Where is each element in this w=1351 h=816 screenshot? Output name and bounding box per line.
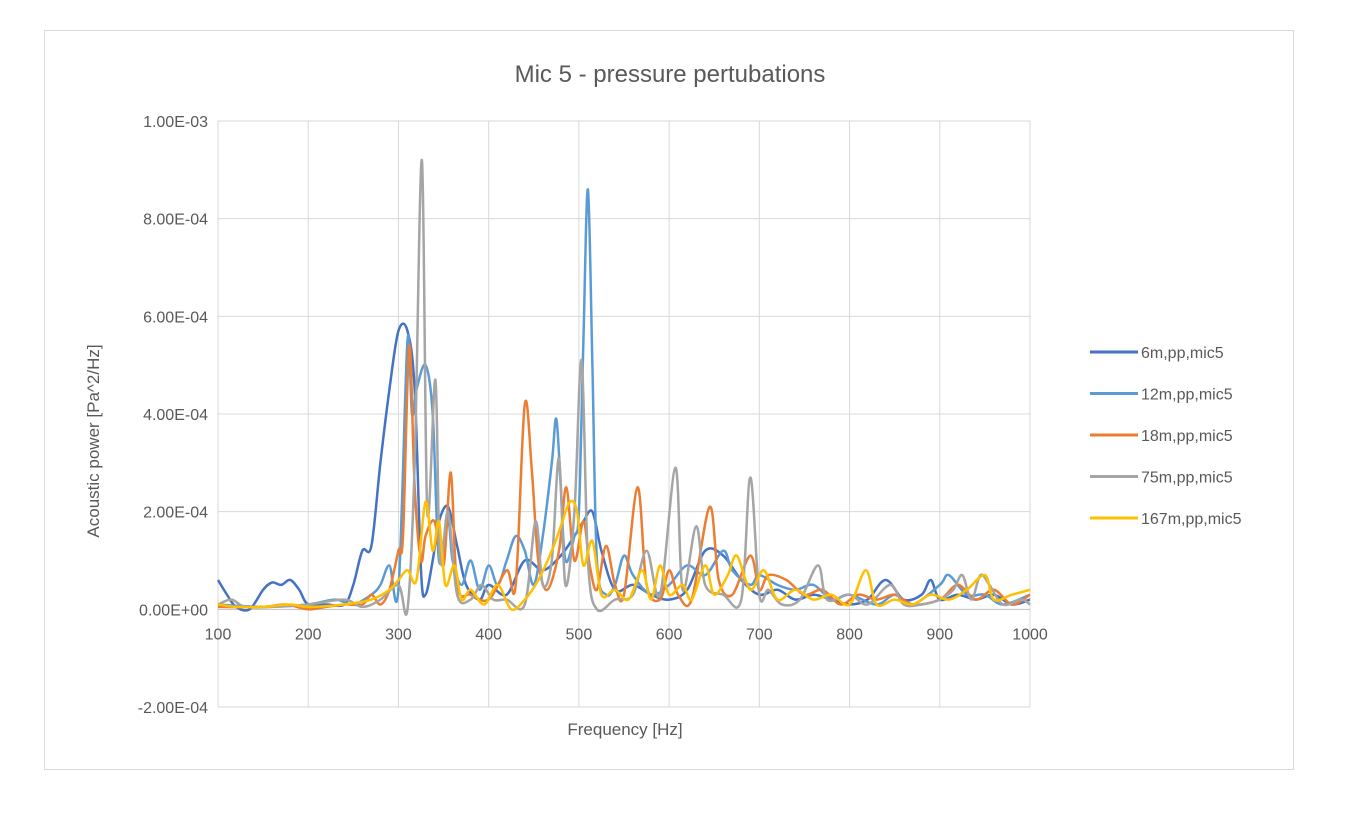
legend: 6m,pp,mic5 12m,pp,mic5 18m,pp,mic5 75m,pp,m… (1090, 345, 1242, 528)
chart-title: Mic 5 - pressure pertubations (515, 61, 826, 88)
series-line (216, 322, 1031, 612)
y-tick-label: -2.00E-04 (138, 700, 208, 717)
chart-container: Mic 5 - pressure pertubations 100 200 300 4… (44, 30, 1294, 770)
series-line (217, 344, 1031, 611)
y-tick-label: 1.00E-03 (143, 114, 208, 131)
x-tick-label: 900 (926, 626, 953, 643)
legend-label: 167m,pp,mic5 (1141, 511, 1242, 528)
x-tick-label: 800 (836, 626, 863, 643)
legend-item: 12m,pp,mic5 (1090, 387, 1233, 404)
x-tick-label: 600 (656, 626, 683, 643)
legend-label: 18m,pp,mic5 (1141, 428, 1233, 445)
y-tick-label: 0.00E+00 (139, 602, 208, 619)
x-tick-label: 400 (475, 626, 502, 643)
y-axis-tick-labels: -2.00E-04 0.00E+00 2.00E-04 4.00E-04 6.00E-0… (138, 114, 208, 717)
legend-item: 18m,pp,mic5 (1090, 428, 1233, 445)
chart-svg: Mic 5 - pressure pertubations 100 200 300 4… (84, 61, 1242, 739)
x-tick-label: 100 (205, 626, 232, 643)
x-tick-label: 700 (746, 626, 773, 643)
legend-label: 75m,pp,mic5 (1141, 470, 1233, 487)
legend-item: 6m,pp,mic5 (1090, 345, 1224, 362)
series-lines (216, 158, 1031, 616)
x-axis-title: Frequency [Hz] (567, 720, 682, 739)
y-tick-label: 2.00E-04 (143, 505, 208, 522)
series-line (217, 499, 1031, 612)
y-tick-label: 4.00E-04 (143, 407, 208, 424)
x-tick-label: 200 (295, 626, 322, 643)
legend-item: 75m,pp,mic5 (1090, 470, 1233, 487)
y-axis-title: Acoustic power [Pa^2/Hz] (84, 344, 103, 537)
series-line (217, 158, 1031, 616)
y-tick-label: 6.00E-04 (143, 309, 208, 326)
series-line (217, 188, 1031, 609)
legend-label: 6m,pp,mic5 (1141, 345, 1224, 362)
legend-label: 12m,pp,mic5 (1141, 387, 1233, 404)
x-axis-tick-labels: 100 200 300 400 500 600 700 800 900 1000 (205, 626, 1048, 643)
y-tick-label: 8.00E-04 (143, 212, 208, 229)
x-tick-label: 1000 (1012, 626, 1048, 643)
x-tick-label: 500 (566, 626, 593, 643)
legend-item: 167m,pp,mic5 (1090, 511, 1242, 528)
gridlines (217, 120, 1031, 708)
x-tick-label: 300 (385, 626, 412, 643)
